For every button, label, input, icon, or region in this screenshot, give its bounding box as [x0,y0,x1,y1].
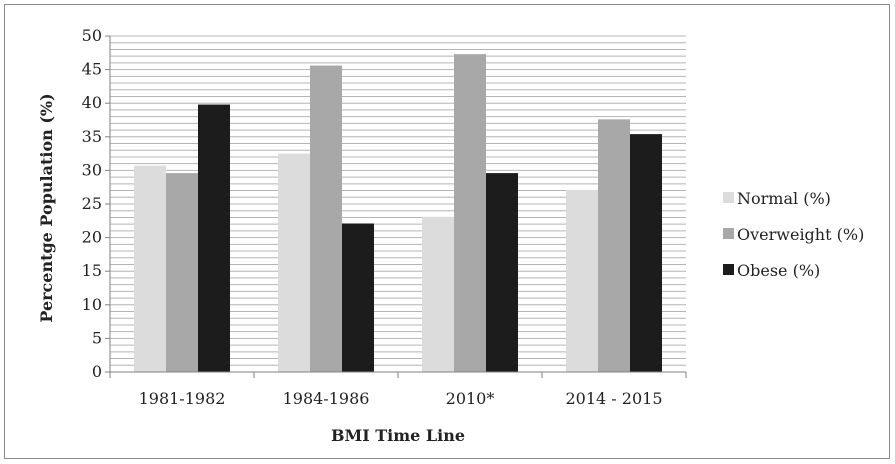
y-tick-label: 40 [82,93,102,112]
y-tick-label: 5 [92,328,102,347]
y-tick-label: 50 [82,26,102,45]
y-tick-label: 45 [82,60,102,79]
legend-swatch [723,192,734,203]
bar [166,173,198,372]
legend-label: Obese (%) [737,261,820,280]
y-tick-label: 10 [82,295,102,314]
x-tick-label: 2014 - 2015 [565,389,662,408]
bar [486,173,518,372]
x-tick-label: 1984-1986 [283,389,370,408]
y-tick-labels: 0 5 10 15 20 25 30 35 40 45 50 [82,26,102,381]
x-tick-labels: 1981-1982 1984-1986 2010* 2014 - 2015 [139,389,663,408]
y-tick-label: 15 [82,261,102,280]
x-tick-label: 1981-1982 [139,389,226,408]
x-axis-title: BMI Time Line [331,426,465,445]
axes [105,35,687,378]
y-tick-label: 30 [82,160,102,179]
bar [566,189,598,372]
legend-swatch [723,264,734,275]
y-axis-title: Percentge Population (%) [37,93,56,322]
bar [278,153,310,372]
legend: Normal (%) Overweight (%) Obese (%) [723,189,864,280]
bar [454,54,486,372]
x-tick-label: 2010* [446,389,495,408]
bar [198,104,230,372]
bar [310,65,342,373]
legend-swatch [723,228,734,239]
bar [342,223,374,372]
bar [422,216,454,372]
y-tick-label: 25 [82,194,102,213]
y-tick-label: 35 [82,127,102,146]
bar [630,134,662,372]
bar [134,165,166,372]
bars [134,54,662,373]
y-tick-label: 20 [82,228,102,247]
bar [598,119,630,372]
legend-label: Normal (%) [737,189,831,208]
legend-label: Overweight (%) [737,225,864,244]
y-tick-label: 0 [92,362,102,381]
